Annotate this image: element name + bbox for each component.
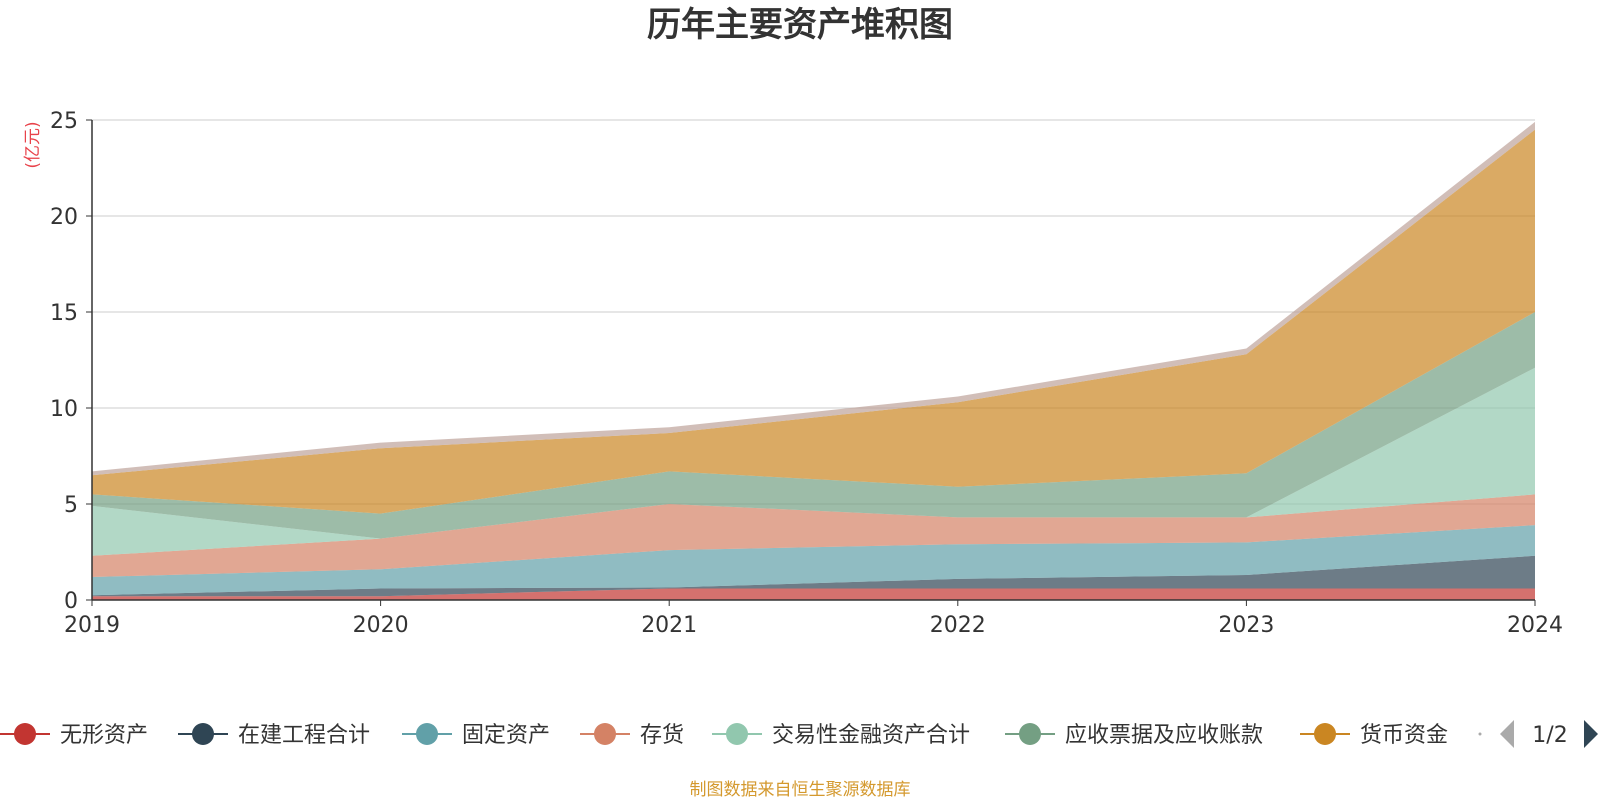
legend-label: 应收票据及应收账款	[1065, 723, 1263, 748]
area-series	[92, 494, 1535, 577]
chart-title: 历年主要资产堆积图	[647, 5, 953, 45]
x-tick-label: 2024	[1507, 613, 1563, 638]
area-series-group	[92, 121, 1535, 600]
y-tick-label: 25	[50, 109, 78, 134]
y-tick-label: 10	[50, 397, 78, 422]
source-note: 制图数据来自恒生聚源数据库	[690, 780, 911, 800]
legend-label: 固定资产	[462, 723, 550, 748]
grid-lines: 0 5 10 15 20 25	[50, 109, 1535, 614]
area-series	[92, 312, 1535, 539]
legend-marker	[14, 723, 36, 745]
x-tick-label: 2023	[1218, 613, 1274, 638]
legend-prev-page-icon[interactable]	[1500, 720, 1514, 748]
x-tick-label: 2022	[930, 613, 986, 638]
legend-marker	[594, 723, 616, 745]
legend-marker	[192, 723, 214, 745]
y-tick-label: 20	[50, 205, 78, 230]
area-series	[92, 525, 1535, 596]
x-tick-label: 2020	[353, 613, 409, 638]
y-tick-label: 5	[64, 493, 78, 518]
legend-page-indicator: 1/2	[1532, 723, 1567, 748]
legend-marker	[1314, 723, 1336, 745]
legend-label: 货币资金	[1360, 723, 1448, 748]
area-series	[92, 129, 1535, 514]
x-tick-label: 2019	[64, 613, 120, 638]
legend-marker	[726, 723, 748, 745]
area-series	[92, 588, 1535, 600]
legend-label: 存货	[640, 723, 684, 748]
y-tick-label: 15	[50, 301, 78, 326]
y-axis-unit-label: (亿元)	[23, 121, 43, 168]
legend-marker	[416, 723, 438, 745]
legend-label: 在建工程合计	[238, 723, 370, 748]
y-tick-label: 0	[64, 589, 78, 614]
x-tick-label: 2021	[641, 613, 697, 638]
legend-next-page-icon[interactable]	[1584, 720, 1598, 748]
legend-marker	[1019, 723, 1041, 745]
legend: 无形资产 在建工程合计 固定资产 存货 交易性金融资产合计 应收票据及应收账款 货币资金 1/…	[0, 720, 1598, 748]
axes: 2019 2020 2021 2022 2023 2024	[64, 120, 1563, 638]
legend-label: 无形资产	[60, 723, 148, 748]
area-series	[92, 555, 1535, 597]
area-series	[92, 367, 1535, 556]
legend-overflow-dot	[1478, 732, 1482, 736]
legend-label: 交易性金融资产合计	[772, 723, 970, 748]
